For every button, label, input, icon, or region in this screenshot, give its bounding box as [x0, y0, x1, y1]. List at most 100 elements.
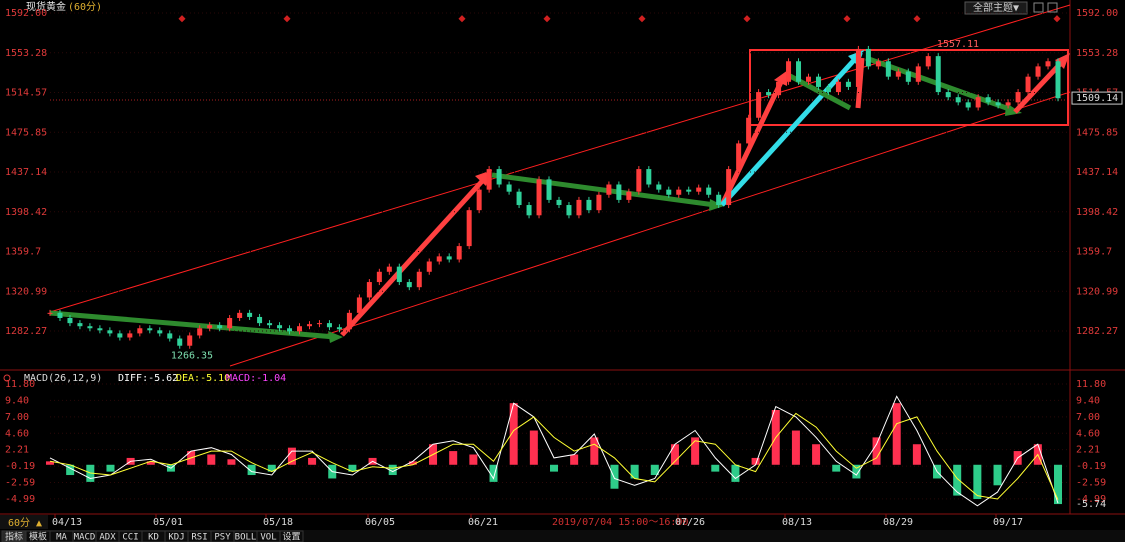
candle — [875, 61, 881, 67]
candle — [825, 86, 831, 93]
y-tick-label: 9.40 — [5, 395, 29, 406]
y-tick-label: 1553.28 — [1076, 48, 1118, 59]
candle — [426, 261, 432, 272]
tab-label[interactable]: MA — [56, 533, 67, 542]
tab-label[interactable]: KDJ — [168, 533, 184, 542]
marker — [843, 15, 851, 23]
macd-bar — [267, 464, 276, 472]
macd-bar — [852, 464, 861, 479]
window-button[interactable] — [1033, 2, 1044, 13]
tab[interactable] — [279, 530, 304, 542]
candle — [147, 328, 153, 331]
macd-bar — [812, 444, 821, 465]
candle — [586, 199, 592, 211]
period-button[interactable] — [0, 515, 48, 529]
y-tick-label: 2.21 — [1076, 445, 1100, 456]
tab-label[interactable]: VOL — [260, 533, 276, 542]
candle — [905, 71, 911, 82]
candle — [446, 256, 452, 260]
tab-label[interactable]: ADX — [99, 533, 116, 542]
candle — [736, 143, 742, 170]
macd-line — [49, 395, 1059, 507]
macd-bar — [207, 454, 216, 465]
arrow — [491, 172, 716, 208]
candle — [356, 297, 362, 313]
candle — [1005, 102, 1011, 106]
candle — [536, 179, 542, 216]
candle — [247, 312, 253, 317]
candle — [516, 191, 522, 206]
candle — [646, 169, 652, 185]
candle — [1015, 92, 1021, 103]
candle — [107, 330, 113, 334]
y-tick-label: -4.99 — [1076, 494, 1106, 505]
macd-bar — [711, 464, 720, 472]
y-tick-label: 2.21 — [5, 445, 29, 456]
candle — [855, 48, 861, 87]
candle — [366, 282, 372, 298]
y-tick-label: 1359.7 — [1076, 247, 1112, 258]
candle — [416, 271, 422, 288]
candle — [1045, 61, 1051, 67]
arrow — [719, 78, 785, 207]
x-tick-label: 06/21 — [468, 517, 498, 528]
low-label: 1266.35 — [171, 350, 213, 361]
candle — [636, 169, 642, 192]
candle — [835, 81, 841, 93]
macd-last-label: -5.74 — [1076, 499, 1106, 510]
candle — [187, 335, 193, 346]
tab-label[interactable]: 指标 — [5, 531, 23, 542]
macd-bar — [146, 461, 155, 465]
x-tick-label: 05/01 — [153, 517, 183, 528]
candle — [596, 194, 602, 211]
candle — [227, 317, 233, 329]
theme-button-label[interactable]: 全部主题▼ — [973, 1, 1019, 14]
candle — [556, 199, 562, 206]
candle — [316, 323, 322, 325]
x-tick-label: 05/18 — [263, 517, 293, 528]
y-tick-label: 1398.42 — [5, 207, 47, 218]
tab-label[interactable]: MACD — [74, 533, 96, 542]
arrow-head — [774, 70, 788, 86]
y-tick-label: 7.00 — [1076, 412, 1100, 423]
y-tick-label: 1320.99 — [1076, 286, 1118, 297]
candle — [496, 169, 502, 185]
window-button[interactable] — [1047, 2, 1058, 13]
theme-button[interactable] — [964, 1, 1028, 15]
candle — [706, 187, 712, 195]
tab-label[interactable]: 模板 — [29, 531, 47, 542]
y-tick-label: -4.99 — [5, 494, 35, 505]
dea-label: DEA:-5.10 — [176, 373, 230, 384]
tab-label[interactable]: CCI — [122, 533, 138, 542]
tab-label[interactable]: PSY — [214, 533, 231, 542]
candle — [526, 205, 532, 216]
candle — [406, 282, 412, 288]
period-button-label[interactable]: 60分 ▲ — [8, 517, 42, 529]
y-tick-label: -2.59 — [1076, 477, 1106, 488]
macd-title: MACD(26,12,9) — [24, 373, 102, 384]
tab-label[interactable]: 设置 — [282, 532, 300, 542]
macd-bar — [1054, 464, 1062, 505]
candle — [396, 266, 402, 283]
y-tick-label: 1320.99 — [5, 286, 47, 297]
tab-label[interactable]: BOLL — [235, 533, 257, 542]
marker — [458, 15, 466, 23]
tab-label[interactable]: RSI — [191, 533, 207, 542]
candle — [436, 256, 442, 262]
macd-bar — [46, 461, 54, 465]
high-label: 1557.11 — [937, 39, 979, 50]
candle — [845, 81, 851, 87]
indicator-icon[interactable] — [3, 374, 11, 382]
candle — [267, 323, 273, 326]
candle — [326, 323, 332, 328]
candle — [1025, 76, 1031, 93]
candle — [207, 325, 213, 329]
candle — [456, 246, 462, 260]
candle — [995, 102, 1001, 106]
macd-bar — [408, 461, 417, 465]
macd-bar — [247, 464, 256, 476]
candle — [786, 61, 792, 82]
tab-label[interactable]: KD — [148, 533, 159, 542]
candle — [476, 189, 482, 211]
